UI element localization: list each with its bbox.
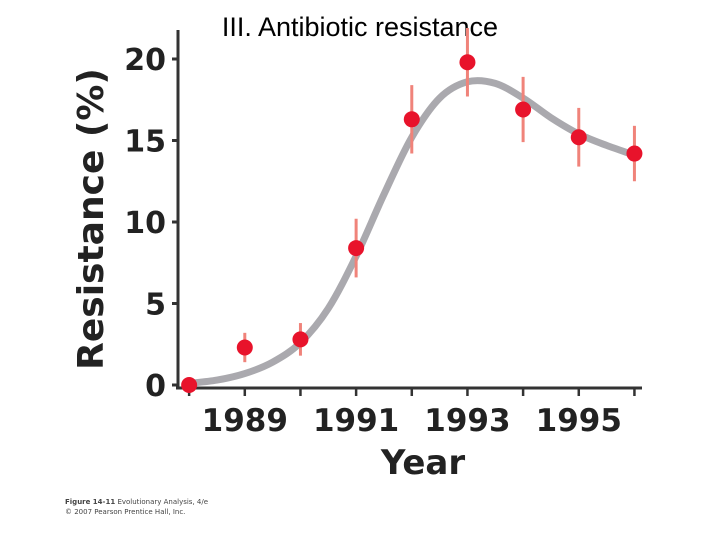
- y-tick-label: 15: [124, 125, 166, 160]
- figure-credit-line: Figure 14-11 Evolutionary Analysis, 4/e: [65, 497, 208, 507]
- slide-title: III. Antibiotic resistance: [221, 12, 499, 42]
- x-tick-label: 1993: [424, 403, 510, 439]
- data-point: [292, 331, 309, 348]
- x-tick-label: 1989: [202, 403, 288, 439]
- x-tick-labels: 1989 1991 1993 1995: [202, 403, 622, 439]
- y-tick-labels: 0 5 10 15 20: [124, 43, 166, 404]
- data-point: [626, 145, 643, 162]
- x-tick-label: 1995: [536, 403, 622, 439]
- x-axis-label: Year: [380, 443, 466, 483]
- y-tick-label: 0: [145, 369, 166, 404]
- y-tick-label: 10: [124, 206, 166, 241]
- data-point: [181, 377, 198, 393]
- axes: [172, 30, 642, 396]
- y-tick-label: 5: [145, 288, 166, 323]
- book-title: Evolutionary Analysis, 4/e: [117, 498, 209, 506]
- data-point: [515, 101, 532, 118]
- data-point: [348, 240, 365, 257]
- data-point: [236, 339, 253, 356]
- error-bars: [243, 28, 636, 363]
- y-axis-label: Resistance (%): [71, 68, 112, 370]
- data-points: [181, 54, 643, 393]
- figure-label: Figure 14-11: [65, 498, 116, 506]
- x-tick-label: 1991: [313, 403, 399, 439]
- data-point: [570, 129, 587, 146]
- y-tick-label: 20: [124, 43, 166, 78]
- data-point: [459, 54, 476, 71]
- figure-credit: Figure 14-11 Evolutionary Analysis, 4/e …: [65, 497, 208, 517]
- copyright-text: © 2007 Pearson Prentice Hall, Inc.: [65, 508, 186, 516]
- data-point: [403, 111, 420, 128]
